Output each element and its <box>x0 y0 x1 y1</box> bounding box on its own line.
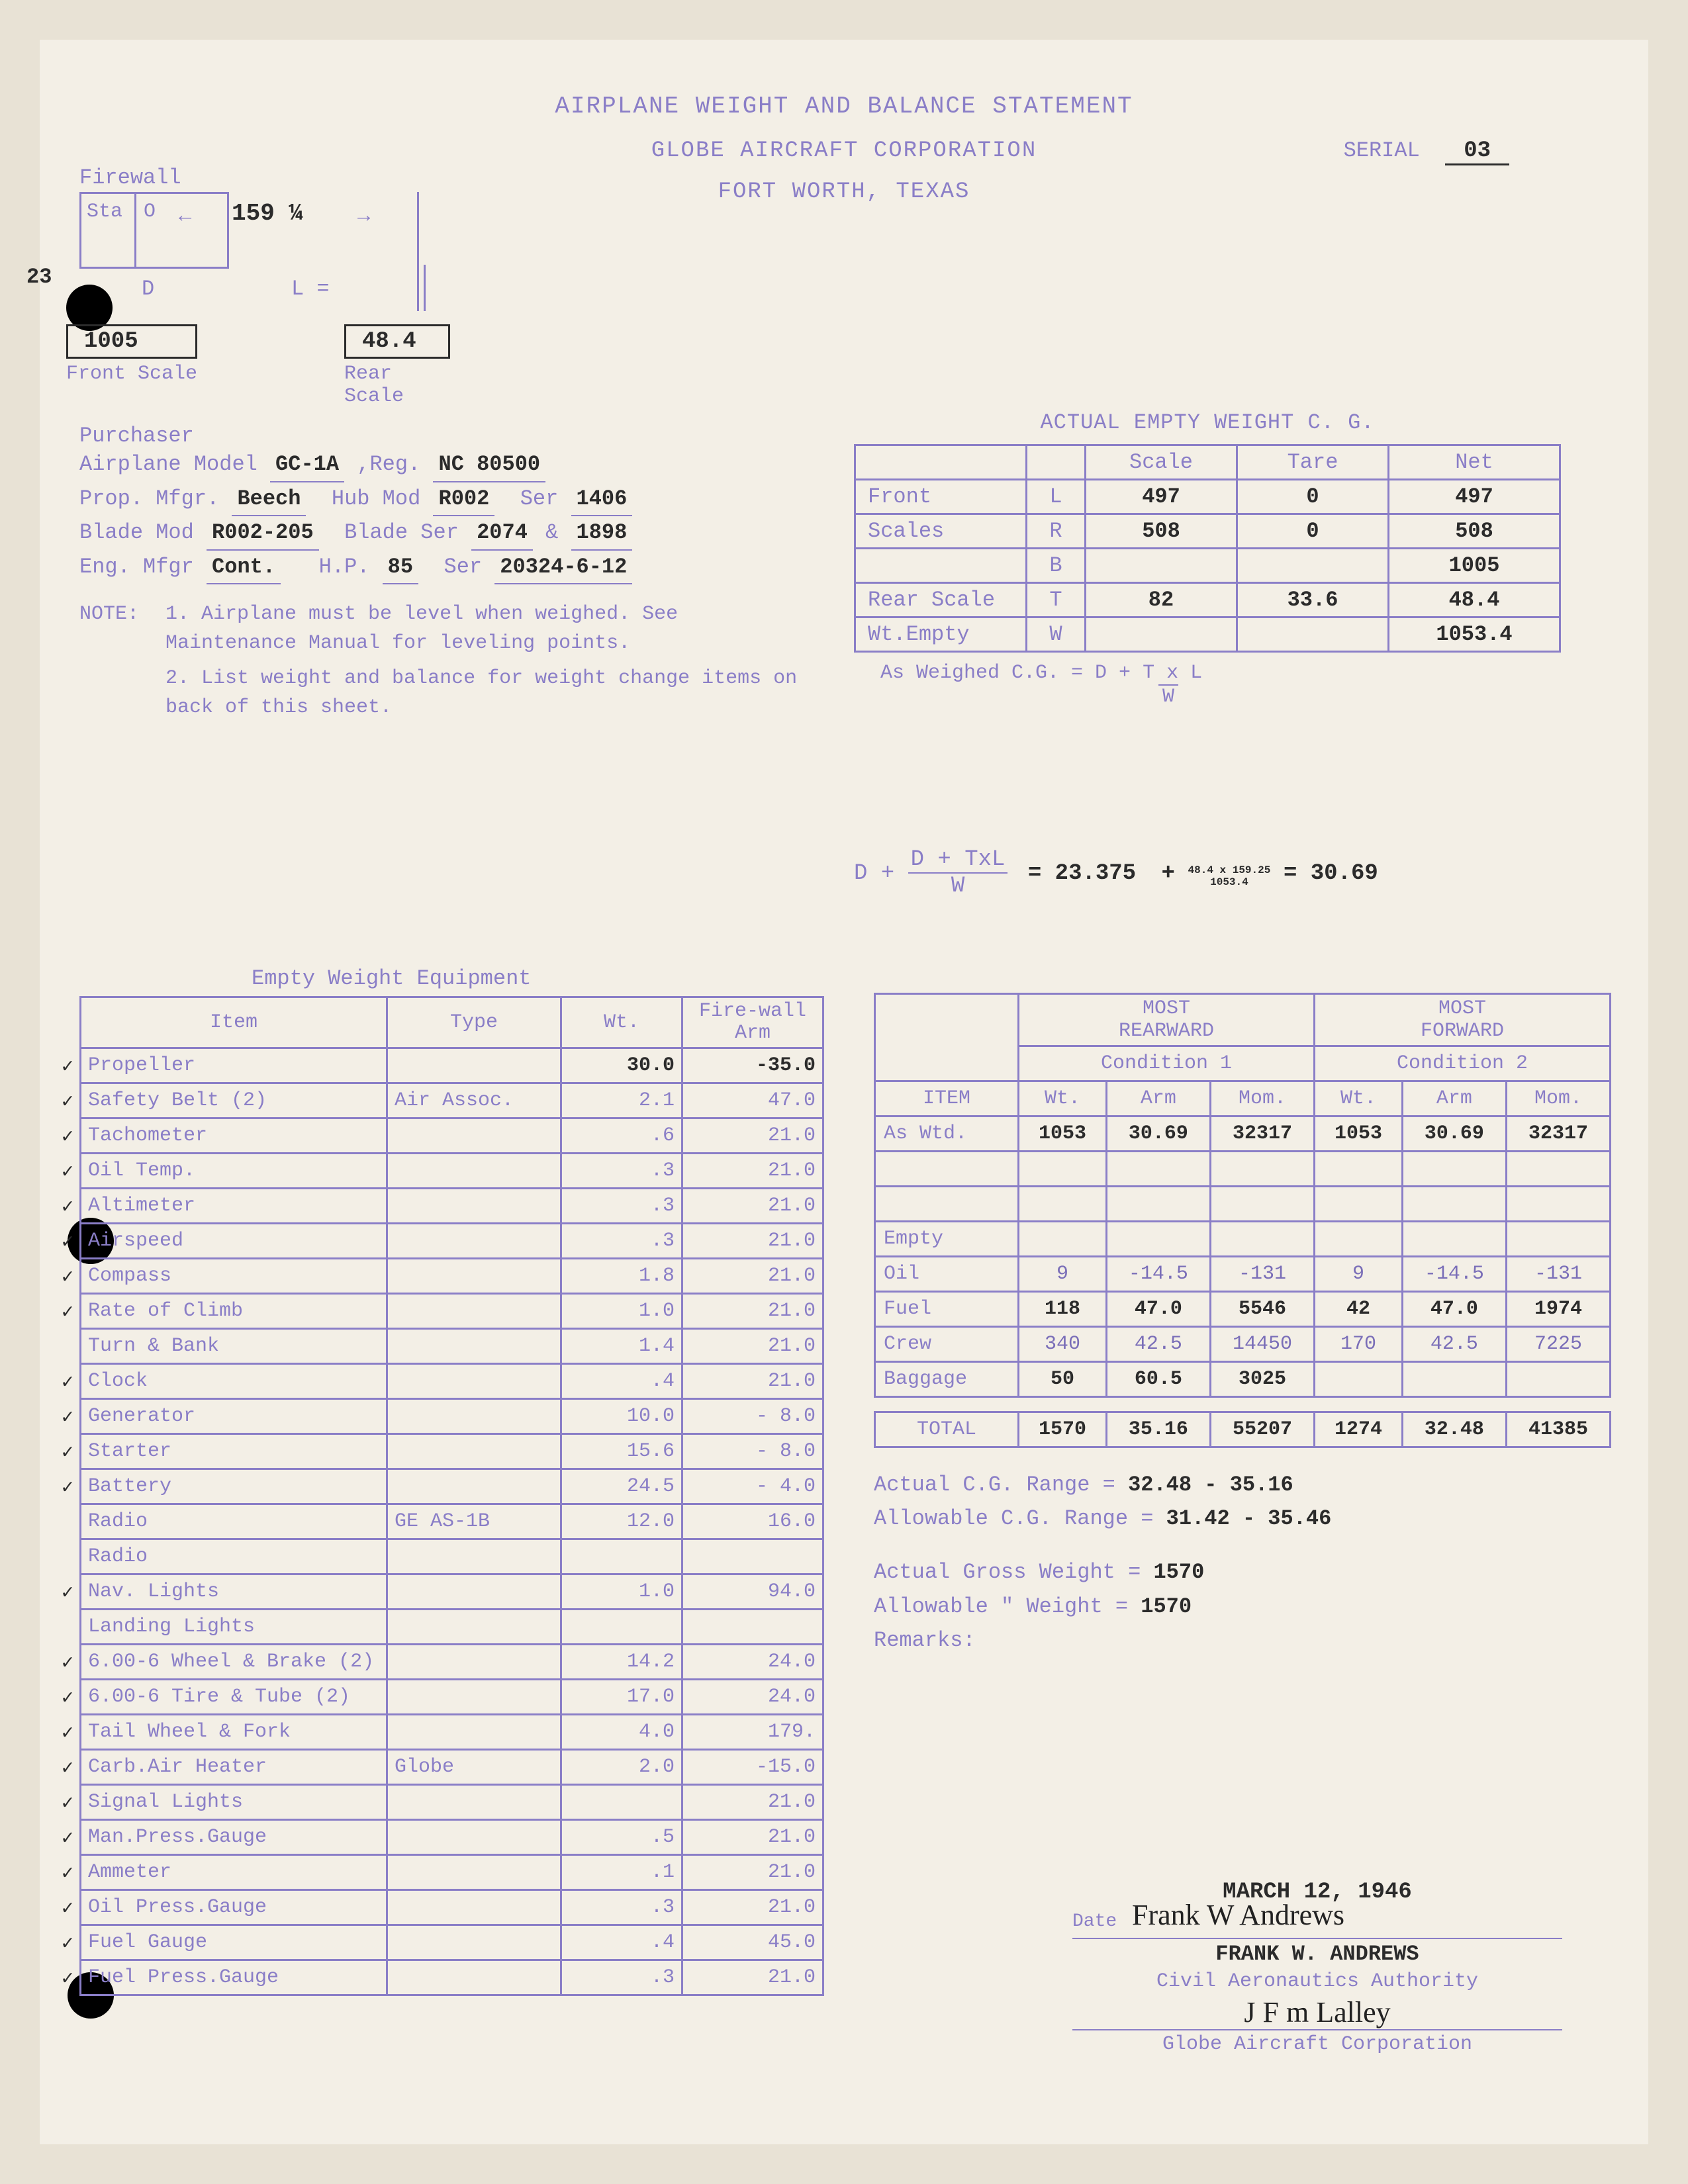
hub-mod: R002 <box>433 482 494 517</box>
calc-eq1: = 23.375 <box>1028 861 1136 886</box>
table-row: ✓Oil Press.Gauge .3 21.0 <box>81 1890 823 1925</box>
table-row: ✓Tail Wheel & Fork 4.0 179. <box>81 1715 823 1750</box>
table-row: ✓Ammeter .1 21.0 <box>81 1855 823 1890</box>
table-row: Empty <box>875 1222 1611 1257</box>
table-row <box>875 1152 1611 1187</box>
allowable-gross-weight: 1570 <box>1141 1594 1192 1619</box>
table-row: ✓Rate of Climb 1.0 21.0 <box>81 1294 823 1329</box>
equipment-section: Empty Weight Equipment Item Type Wt. Fir… <box>79 966 824 1996</box>
table-row: Radio <box>81 1539 823 1574</box>
model-value: GC-1A <box>270 448 344 482</box>
marginal-23: 23 <box>26 265 52 289</box>
l-label: L = <box>291 277 330 301</box>
notes-block: NOTE: 1. Airplane must be level when wei… <box>79 600 808 722</box>
signature-block: MARCH 12, 1946 Date Frank W Andrews FRAN… <box>1072 1880 1562 2056</box>
table-row: ✓Airspeed .3 21.0 <box>81 1224 823 1259</box>
table-row: ✓Oil Temp. .3 21.0 <box>81 1154 823 1189</box>
conditions-table: MOSTREARWARD MOSTFORWARD Condition 1 Con… <box>874 993 1611 1448</box>
calc-result: = 30.69 <box>1284 861 1378 886</box>
actual-cg-range: 32.48 - 35.16 <box>1128 1473 1293 1497</box>
blade-mod: R002-205 <box>207 516 319 551</box>
firewall-label: Firewall <box>79 165 181 190</box>
table-row: ✓6.00-6 Tire & Tube (2) 17.0 24.0 <box>81 1680 823 1715</box>
table-row: Fuel 11847.05546 4247.01974 <box>875 1292 1611 1327</box>
serial-value: 03 <box>1445 138 1509 165</box>
conditions-section: MOSTREARWARD MOSTFORWARD Condition 1 Con… <box>874 993 1611 1657</box>
cg-formula: As Weighed C.G. = D + T x L <box>880 662 1202 684</box>
cg-section: ACTUAL EMPTY WEIGHT C. G. Scale Tare Net… <box>854 410 1561 708</box>
table-row: ✓Generator 10.0 - 8.0 <box>81 1399 823 1434</box>
document-page: AIRPLANE WEIGHT AND BALANCE STATEMENT GL… <box>40 40 1648 2144</box>
table-row: ✓Altimeter .3 21.0 <box>81 1189 823 1224</box>
table-row: Radio GE AS-1B 12.0 16.0 <box>81 1504 823 1539</box>
remarks-label: Remarks: <box>874 1623 1611 1657</box>
table-row: ✓Propeller 30.0 -35.0 <box>81 1048 823 1083</box>
authority-label: Civil Aeronautics Authority <box>1072 1970 1562 1993</box>
serial-label: SERIAL <box>1344 138 1420 163</box>
sta-o: O <box>144 201 156 223</box>
table-row: ✓Clock .4 21.0 <box>81 1364 823 1399</box>
actual-gross-weight: 1570 <box>1153 1560 1204 1584</box>
table-row: ✓Nav. Lights 1.0 94.0 <box>81 1574 823 1610</box>
table-row: ✓Tachometer .6 21.0 <box>81 1118 823 1154</box>
eng-ser: 20324-6-12 <box>494 551 632 585</box>
scale-diagram: Firewall Sta O ← 159 ¼ → D L = 1005 Fron… <box>79 165 450 377</box>
table-row: ✓Compass 1.8 21.0 <box>81 1259 823 1294</box>
cg-title: ACTUAL EMPTY WEIGHT C. G. <box>854 410 1561 435</box>
table-row: ✓Safety Belt (2) Air Assoc. 2.1 47.0 <box>81 1083 823 1118</box>
table-row: Baggage 5060.53025 <box>875 1362 1611 1397</box>
corp-label: Globe Aircraft Corporation <box>1072 2029 1562 2056</box>
equipment-title: Empty Weight Equipment <box>252 966 824 991</box>
rear-scale-label: Rear Scale <box>344 363 450 408</box>
purchaser-block: Purchaser Airplane Model GC-1A ,Reg. NC … <box>79 424 808 722</box>
table-row: ✓Carb.Air Heater Globe 2.0 -15.0 <box>81 1750 823 1785</box>
prop-ser: 1406 <box>571 482 633 517</box>
table-row: Crew 34042.514450 17042.57225 <box>875 1327 1611 1362</box>
prop-mfgr: Beech <box>232 482 306 517</box>
sta-label: Sta <box>87 201 122 223</box>
table-row <box>875 1187 1611 1222</box>
reg-value: NC 80500 <box>433 448 545 482</box>
equipment-table: Item Type Wt. Fire-wall Arm ✓Propeller 3… <box>79 996 824 1996</box>
table-row: As Wtd. 105330.6932317 105330.6932317 <box>875 1116 1611 1152</box>
table-row: ✓Starter 15.6 - 8.0 <box>81 1434 823 1469</box>
eng-mfgr: Cont. <box>207 551 281 585</box>
doc-title: AIRPLANE WEIGHT AND BALANCE STATEMENT <box>86 93 1602 120</box>
results-block: Actual C.G. Range = 32.48 - 35.16 Allowa… <box>874 1468 1611 1657</box>
computation: D + D + TxL W = 23.375 + 48.4 x 159.25 1… <box>854 847 1378 899</box>
table-row: ✓Fuel Gauge .4 45.0 <box>81 1925 823 1960</box>
table-row: ✓Signal Lights 21.0 <box>81 1785 823 1820</box>
rear-scale-value: 48.4 <box>344 324 450 359</box>
purchaser-label: Purchaser <box>79 424 808 448</box>
hp-value: 85 <box>383 551 418 585</box>
table-row: ✓6.00-6 Wheel & Brake (2) 14.2 24.0 <box>81 1645 823 1680</box>
cg-table: Scale Tare Net FrontL 4970497ScalesR 508… <box>854 444 1561 653</box>
signature-script: Frank W Andrews <box>1132 1898 1344 1932</box>
table-row: Turn & Bank 1.4 21.0 <box>81 1329 823 1364</box>
corp-signature: J F m Lalley <box>1072 1995 1562 2029</box>
table-row: Oil 9-14.5-131 9-14.5-131 <box>875 1257 1611 1292</box>
table-row: ✓Man.Press.Gauge .5 21.0 <box>81 1820 823 1855</box>
calc-denominator: 1053.4 <box>1210 876 1248 888</box>
arrow-distance: 159 ¼ <box>232 200 303 227</box>
front-scale-label: Front Scale <box>66 363 197 385</box>
d-label: D <box>142 277 154 301</box>
blade-ser1: 2074 <box>471 516 533 551</box>
front-scale-value: 1005 <box>66 324 197 359</box>
allowable-cg-range: 31.42 - 35.46 <box>1166 1506 1332 1531</box>
table-row: ✓Fuel Press.Gauge .3 21.0 <box>81 1960 823 1995</box>
calc-numerator: 48.4 x 159.25 <box>1188 864 1271 876</box>
signer-name: FRANK W. ANDREWS <box>1072 1938 1562 1966</box>
table-row: ✓Battery 24.5 - 4.0 <box>81 1469 823 1504</box>
table-row: Landing Lights <box>81 1610 823 1645</box>
blade-ser2: 1898 <box>571 516 633 551</box>
